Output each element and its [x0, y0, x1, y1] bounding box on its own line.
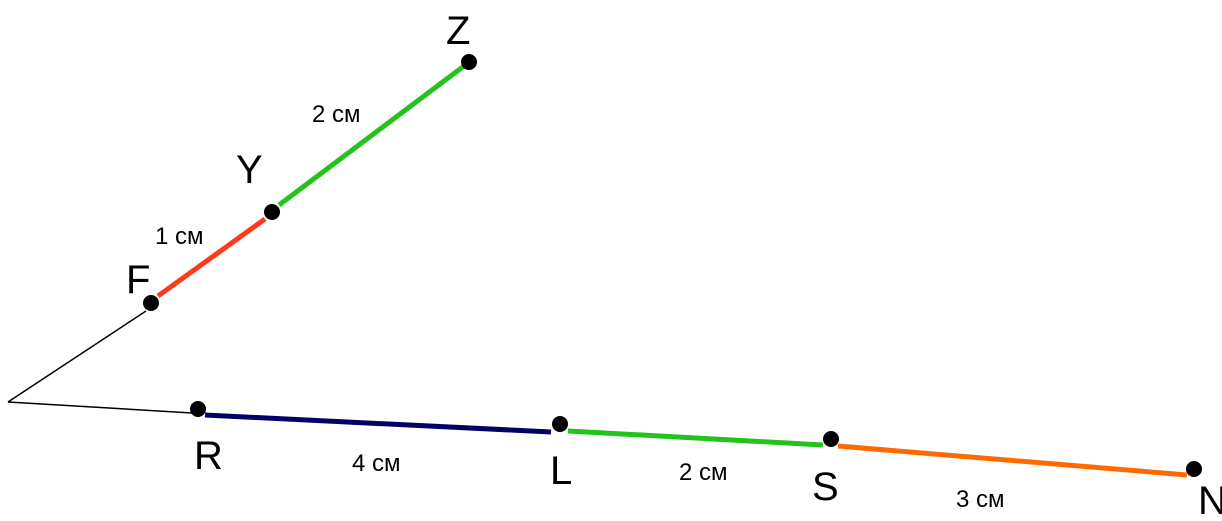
- ray-vertex-to-R: [8, 402, 192, 413]
- segment-LS: [568, 431, 823, 445]
- point-L: [552, 416, 568, 432]
- length-SN: 3 см: [956, 486, 1005, 513]
- length-FY: 1 см: [155, 223, 204, 250]
- length-RL: 4 см: [352, 450, 401, 477]
- point-Y: [264, 204, 280, 220]
- length-YZ: 2 см: [312, 101, 361, 128]
- segment-YZ: [279, 66, 464, 205]
- label-R: R: [194, 434, 223, 478]
- segment-SN: [838, 446, 1187, 475]
- point-R: [190, 401, 206, 417]
- label-S: S: [812, 465, 839, 509]
- label-Z: Z: [446, 9, 470, 53]
- label-L: L: [550, 449, 572, 493]
- length-LS: 2 см: [679, 459, 728, 486]
- segment-RL: [205, 415, 551, 432]
- point-N: [1186, 461, 1202, 477]
- point-S: [823, 431, 839, 447]
- label-Y: Y: [236, 148, 263, 192]
- point-Z: [461, 54, 477, 70]
- label-F: F: [126, 258, 150, 302]
- ray-vertex-to-F: [8, 311, 146, 402]
- label-N: N: [1198, 479, 1222, 521]
